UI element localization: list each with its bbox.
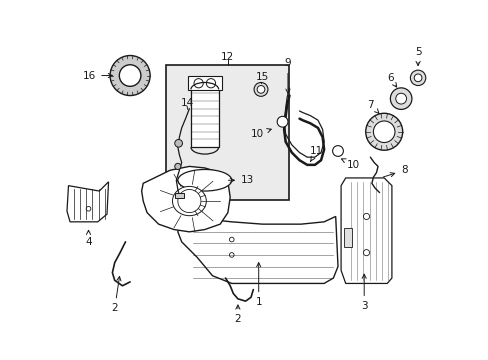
Polygon shape: [341, 178, 391, 283]
Circle shape: [119, 65, 141, 86]
Circle shape: [373, 121, 394, 143]
Text: 3: 3: [360, 274, 367, 311]
Bar: [344, 228, 351, 247]
Text: 4: 4: [85, 230, 92, 247]
Text: 2: 2: [111, 276, 121, 314]
Text: 12: 12: [221, 52, 234, 62]
Text: 10: 10: [250, 129, 271, 139]
Text: 10: 10: [341, 159, 360, 170]
Bar: [187, 76, 221, 90]
Circle shape: [389, 88, 411, 109]
Circle shape: [332, 145, 343, 156]
Circle shape: [395, 93, 406, 104]
Ellipse shape: [178, 170, 231, 191]
Text: 5: 5: [414, 47, 421, 66]
Text: 1: 1: [255, 263, 262, 307]
Circle shape: [257, 86, 264, 93]
Text: 9: 9: [284, 58, 291, 93]
Text: 6: 6: [386, 73, 396, 87]
Polygon shape: [142, 166, 230, 232]
Text: 2: 2: [234, 305, 241, 324]
Text: 11: 11: [310, 146, 323, 161]
Polygon shape: [67, 182, 108, 222]
Text: 16: 16: [83, 71, 112, 81]
Circle shape: [174, 163, 181, 170]
Circle shape: [409, 70, 425, 86]
Polygon shape: [178, 216, 337, 283]
Text: 14: 14: [180, 98, 193, 108]
Text: 15: 15: [255, 72, 268, 82]
Circle shape: [110, 55, 150, 95]
Circle shape: [365, 113, 402, 150]
Bar: [190, 89, 218, 147]
Text: 7: 7: [367, 100, 378, 113]
Ellipse shape: [172, 186, 206, 216]
Text: 13: 13: [228, 175, 254, 185]
Circle shape: [254, 82, 267, 96]
Circle shape: [277, 116, 287, 127]
Bar: [174, 193, 183, 198]
Bar: [166, 65, 289, 199]
Circle shape: [413, 74, 421, 82]
Circle shape: [174, 139, 182, 147]
Text: 8: 8: [382, 165, 407, 177]
